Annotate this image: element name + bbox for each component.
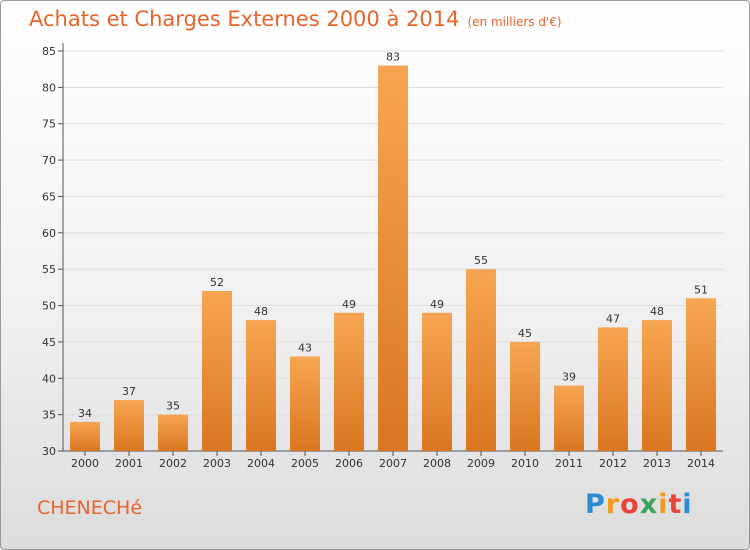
x-tick-label: 2001 bbox=[115, 457, 143, 470]
bar bbox=[554, 385, 584, 451]
chart-subtitle: (en milliers d'€) bbox=[467, 15, 562, 29]
x-tick-label: 2012 bbox=[599, 457, 627, 470]
bar-value-label: 34 bbox=[78, 407, 92, 420]
y-tick-label: 55 bbox=[42, 263, 56, 276]
bar bbox=[686, 298, 716, 451]
bar bbox=[70, 421, 100, 451]
bar-value-label: 51 bbox=[694, 283, 708, 296]
bar-value-label: 35 bbox=[166, 400, 180, 413]
logo-letter: x bbox=[639, 489, 659, 520]
y-tick-label: 65 bbox=[42, 190, 56, 203]
x-tick-label: 2014 bbox=[687, 457, 715, 470]
bar bbox=[378, 65, 408, 451]
x-tick-label: 2000 bbox=[71, 457, 99, 470]
y-tick-label: 50 bbox=[42, 300, 56, 313]
bar bbox=[290, 356, 320, 451]
logo-letter: P bbox=[585, 489, 606, 520]
y-tick-label: 60 bbox=[42, 227, 56, 240]
logo-letter: t bbox=[668, 489, 683, 520]
bar bbox=[598, 327, 628, 451]
x-tick-label: 2008 bbox=[423, 457, 451, 470]
x-tick-label: 2009 bbox=[467, 457, 495, 470]
bar-value-label: 48 bbox=[254, 305, 268, 318]
x-tick-label: 2010 bbox=[511, 457, 539, 470]
x-tick-label: 2013 bbox=[643, 457, 671, 470]
bar bbox=[246, 320, 276, 451]
bar bbox=[466, 269, 496, 451]
bar bbox=[202, 291, 232, 451]
bar-value-label: 39 bbox=[562, 371, 576, 384]
bar-value-label: 48 bbox=[650, 305, 664, 318]
logo-letter: o bbox=[620, 489, 640, 520]
bar bbox=[510, 341, 540, 451]
x-tick-label: 2003 bbox=[203, 457, 231, 470]
x-tick-label: 2007 bbox=[379, 457, 407, 470]
y-tick-label: 75 bbox=[42, 118, 56, 131]
labels: 30 35 40 45 50 55 60 65 70 75 80 85 34 2000 37 2001 35 20… bbox=[42, 45, 715, 470]
bar-value-label: 49 bbox=[342, 298, 356, 311]
y-tick-label: 45 bbox=[42, 336, 56, 349]
place-name: CHENECHé bbox=[37, 497, 143, 519]
bar-value-label: 83 bbox=[386, 51, 400, 64]
y-tick-label: 40 bbox=[42, 372, 56, 385]
bar-value-label: 45 bbox=[518, 327, 532, 340]
chart-title-block: Achats et Charges Externes 2000 à 2014 (e… bbox=[29, 7, 562, 31]
y-tick-label: 80 bbox=[42, 81, 56, 94]
x-tick-label: 2004 bbox=[247, 457, 275, 470]
bar bbox=[158, 414, 188, 451]
bar-value-label: 43 bbox=[298, 341, 312, 354]
bar-value-label: 47 bbox=[606, 312, 620, 325]
logo-letter: r bbox=[605, 489, 621, 520]
y-tick-label: 30 bbox=[42, 445, 56, 458]
x-tick-label: 2006 bbox=[335, 457, 363, 470]
bar bbox=[642, 320, 672, 451]
bar bbox=[114, 400, 144, 451]
y-tick-label: 70 bbox=[42, 154, 56, 167]
chart-title: Achats et Charges Externes 2000 à 2014 bbox=[29, 7, 460, 31]
x-tick-label: 2002 bbox=[159, 457, 187, 470]
x-tick-label: 2011 bbox=[555, 457, 583, 470]
y-tick-label: 85 bbox=[42, 45, 56, 58]
bar-value-label: 37 bbox=[122, 385, 136, 398]
logo-letter: i bbox=[658, 489, 669, 520]
bar bbox=[422, 312, 452, 451]
bar-value-label: 52 bbox=[210, 276, 224, 289]
x-tick-label: 2005 bbox=[291, 457, 319, 470]
logo-letter: i bbox=[682, 489, 693, 520]
proxiti-logo: Proxiti bbox=[585, 489, 693, 520]
y-tick-label: 35 bbox=[42, 409, 56, 422]
bar-value-label: 49 bbox=[430, 298, 444, 311]
bars bbox=[70, 65, 716, 451]
bar bbox=[334, 312, 364, 451]
bar-value-label: 55 bbox=[474, 254, 488, 267]
